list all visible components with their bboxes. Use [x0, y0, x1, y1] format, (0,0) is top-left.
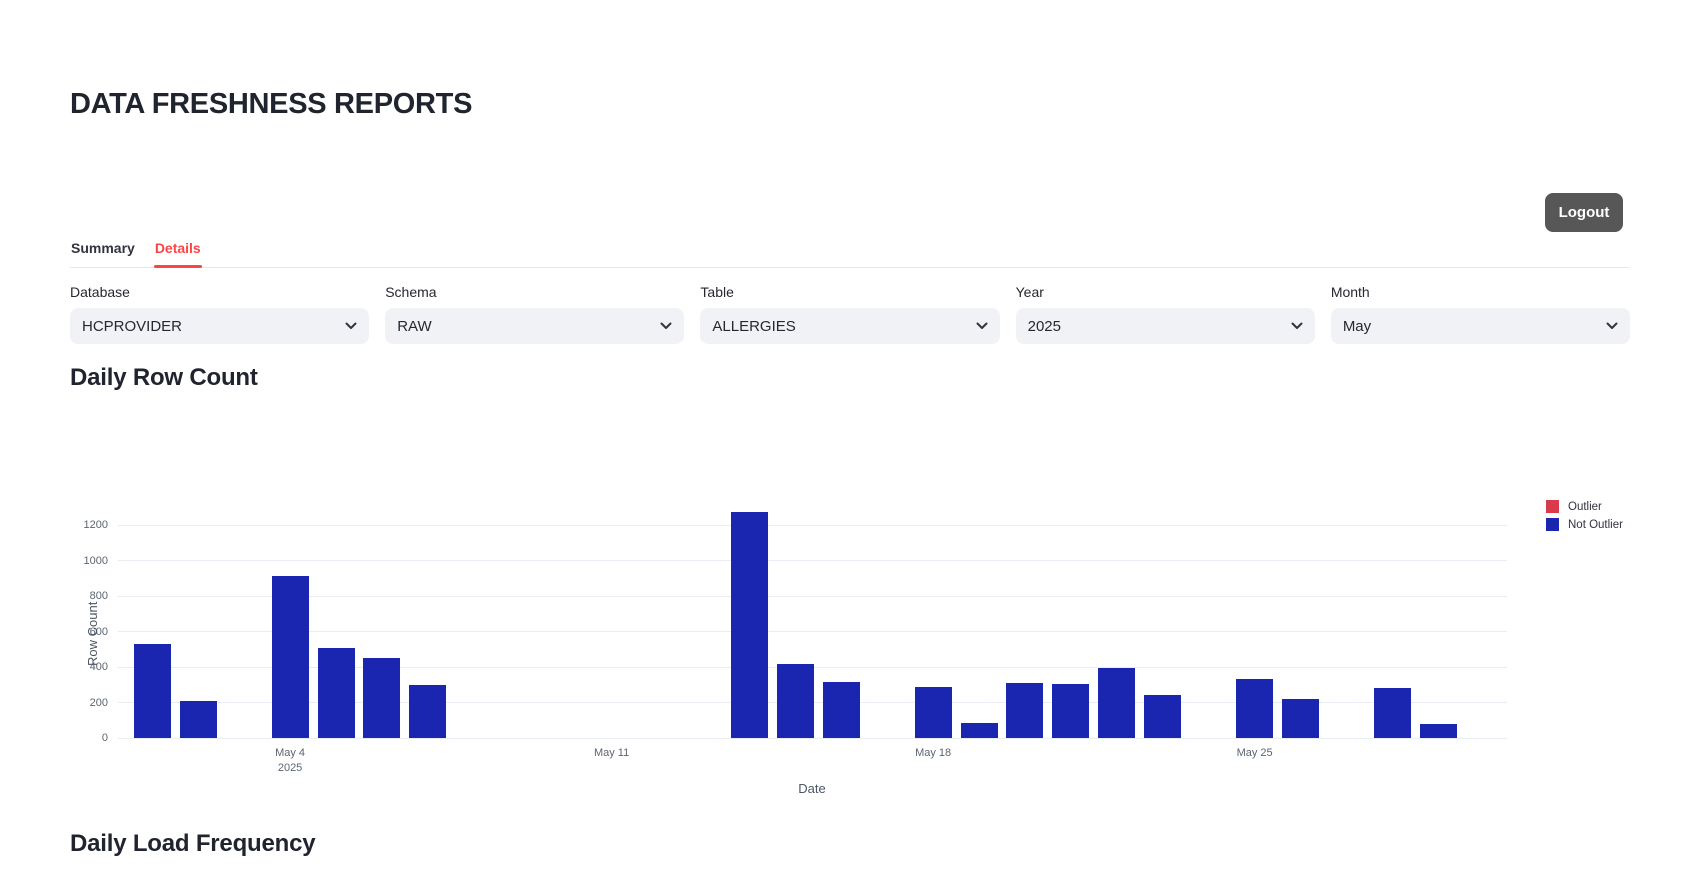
chevron-down-icon — [1606, 322, 1618, 329]
chevron-down-icon — [1291, 322, 1303, 329]
y-axis-title: Row Count — [85, 601, 100, 666]
bar-may-29 — [1419, 723, 1457, 738]
daily-load-frequency-heading: Daily Load Frequency — [70, 830, 316, 857]
gridline — [118, 595, 1507, 597]
database-select[interactable]: HCPROVIDER — [70, 308, 370, 344]
y-tick-label: 200 — [89, 696, 108, 709]
year-select[interactable]: 2025 — [1015, 308, 1315, 344]
chart-legend: Outlier Not Outlier — [1546, 500, 1623, 536]
tab-details[interactable]: Details — [153, 238, 202, 268]
y-tick-label: 1000 — [83, 554, 108, 567]
logout-button[interactable]: Logout — [1545, 193, 1623, 232]
table-select[interactable]: ALLERGIES — [700, 308, 1000, 344]
x-axis-title: Date — [798, 781, 826, 796]
database-select-value: HCPROVIDER — [82, 317, 183, 335]
bar-may-21 — [1052, 683, 1090, 738]
x-tick-sublabel: 2025 — [277, 762, 303, 774]
x-tick-label: May 18 — [915, 747, 952, 759]
gridline — [118, 737, 1507, 739]
gridline — [118, 666, 1507, 668]
gridline — [118, 560, 1507, 561]
bar-may-7 — [409, 684, 447, 738]
chevron-down-icon — [660, 322, 672, 329]
database-label: Database — [70, 284, 130, 300]
y-tick-label: 0 — [101, 732, 108, 744]
schema-label: Schema — [385, 284, 437, 300]
legend-label-not-outlier: Not Outlier — [1568, 518, 1623, 531]
bar-may-6 — [363, 658, 401, 738]
schema-select[interactable]: RAW — [385, 308, 685, 344]
x-tick-label: May 11 — [593, 747, 630, 759]
filter-month: Month May — [1330, 284, 1631, 344]
legend-item-not-outlier[interactable]: Not Outlier — [1546, 518, 1623, 531]
bar-may-19 — [960, 722, 998, 738]
month-select[interactable]: May — [1330, 308, 1631, 344]
bar-may-4 — [271, 576, 309, 738]
tab-bar: Summary Details — [70, 238, 1630, 268]
daily-row-count-heading: Daily Row Count — [70, 364, 258, 391]
filter-row: Database HCPROVIDER Schema RAW Table ALL… — [70, 284, 1631, 344]
bar-may-16 — [822, 682, 860, 738]
bar-may-23 — [1144, 694, 1182, 738]
legend-item-outlier[interactable]: Outlier — [1546, 500, 1623, 513]
bar-may-14 — [730, 511, 768, 738]
bar-may-22 — [1098, 667, 1136, 738]
year-label: Year — [1015, 284, 1044, 300]
tab-summary[interactable]: Summary — [71, 240, 135, 256]
schema-select-value: RAW — [397, 317, 432, 335]
filter-table: Table ALLERGIES — [700, 284, 1000, 344]
bar-may-15 — [776, 664, 814, 738]
page-title: DATA FRESHNESS REPORTS — [70, 88, 473, 120]
table-label: Table — [700, 284, 734, 300]
legend-swatch-outlier — [1546, 500, 1559, 513]
legend-label-outlier: Outlier — [1568, 500, 1602, 513]
bar-may-28 — [1373, 688, 1411, 738]
filter-year: Year 2025 — [1015, 284, 1315, 344]
filter-database: Database HCPROVIDER — [70, 284, 370, 344]
month-label: Month — [1330, 284, 1370, 300]
bar-may-20 — [1006, 682, 1044, 738]
x-tick-label: May 4 2025 — [245, 746, 335, 776]
bar-may-18 — [914, 686, 952, 738]
month-select-value: May — [1342, 317, 1372, 335]
filter-schema: Schema RAW — [385, 284, 685, 344]
x-tick-label: May 25 — [1236, 747, 1273, 759]
gridline — [118, 524, 1507, 526]
gridline — [118, 631, 1507, 632]
bar-may-5 — [317, 648, 355, 738]
gridline — [118, 702, 1507, 703]
chevron-down-icon — [345, 322, 357, 329]
table-select-value: ALLERGIES — [712, 317, 796, 335]
bar-may-25 — [1236, 678, 1274, 738]
bar-may-2 — [179, 700, 217, 738]
chevron-down-icon — [976, 322, 988, 329]
y-tick-label: 1200 — [83, 519, 108, 531]
legend-swatch-not-outlier — [1546, 518, 1559, 531]
bar-may-26 — [1282, 698, 1320, 738]
year-select-value: 2025 — [1027, 317, 1061, 335]
bar-may-1 — [133, 643, 171, 738]
